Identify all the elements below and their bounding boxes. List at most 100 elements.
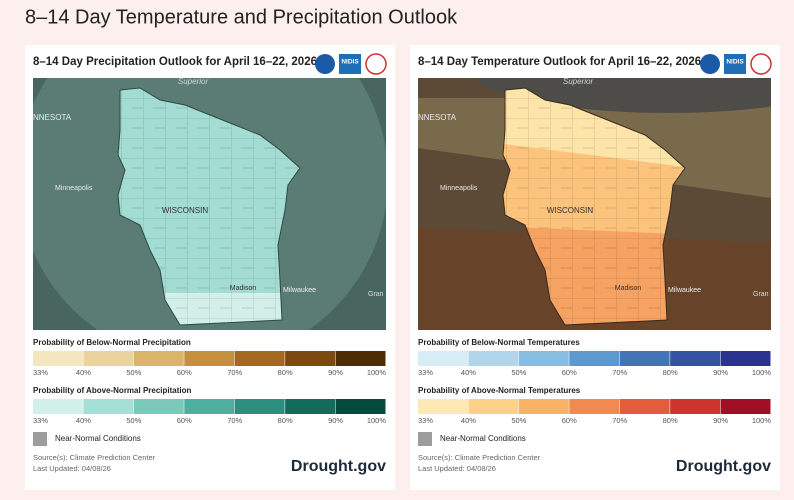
legend-swatch (83, 399, 134, 414)
legend-label: 40% (76, 368, 91, 377)
brand: Drought.gov (676, 458, 771, 475)
legend-swatch (133, 399, 184, 414)
logo-text: NIDIS (341, 59, 359, 66)
panel: Superior NNESOTA Minneapolis WISCONSIN Madis… (410, 45, 780, 490)
legend-swatch (518, 351, 569, 366)
legend-label: 33% (33, 368, 48, 377)
legend-title: Probability of Below-Normal Precipitatio… (33, 338, 191, 347)
legend-swatch (335, 351, 386, 366)
updated: Last Updated: 04/08/26 (418, 464, 496, 473)
panel-title: 8–14 Day Precipitation Outlook for April… (33, 56, 317, 68)
legend-title: Probability of Above-Normal Precipitatio… (33, 386, 192, 395)
legend-swatch (619, 399, 670, 414)
map-label: Superior (178, 77, 209, 86)
legend-swatch (285, 351, 336, 366)
legend-label: 100% (367, 416, 387, 425)
legend-label: 70% (612, 416, 627, 425)
legend-swatch (33, 399, 83, 414)
legend-label: 80% (278, 416, 293, 425)
legend-swatch (33, 351, 83, 366)
logo (724, 54, 746, 74)
legend-swatch (468, 351, 519, 366)
updated: Last Updated: 04/08/26 (33, 464, 111, 473)
map-label: Madison (615, 285, 642, 292)
map-label: WISCONSIN (162, 206, 208, 215)
legend-swatch (468, 399, 519, 414)
legend-label: 50% (511, 368, 526, 377)
panel: Superior NNESOTA Minneapolis WISCONSIN Madis… (25, 45, 395, 490)
map-label: Minneapolis (440, 185, 478, 192)
source: Source(s): Climate Prediction Center (418, 453, 541, 462)
legend-swatch (184, 351, 235, 366)
logo (315, 54, 335, 74)
map-label: Milwaukee (283, 287, 316, 294)
legend-label: 33% (33, 416, 48, 425)
map-label: NNESOTA (33, 113, 72, 122)
legend-label: 60% (177, 416, 192, 425)
legend-swatch (569, 399, 620, 414)
legend-swatch (184, 399, 235, 414)
legend-swatch (418, 351, 468, 366)
legend-label: 50% (126, 368, 141, 377)
legend-label: 40% (76, 416, 91, 425)
logo (700, 54, 720, 74)
legend-swatch (133, 351, 184, 366)
legend-label: 40% (461, 368, 476, 377)
map-label: NNESOTA (418, 113, 457, 122)
legend-title: Probability of Above-Normal Temperatures (418, 386, 581, 395)
legend-swatch (83, 351, 134, 366)
legend-swatch (518, 399, 569, 414)
legend-swatch (335, 399, 386, 414)
legend-label: 90% (328, 368, 343, 377)
legend-label: 80% (663, 416, 678, 425)
legend-label: 90% (713, 416, 728, 425)
legend-swatch (720, 399, 771, 414)
map: Superior NNESOTA Minneapolis WISCONSIN Madis… (33, 77, 386, 330)
legend-label: 70% (227, 416, 242, 425)
logo-text: NIDIS (726, 59, 744, 66)
near-normal-swatch (418, 432, 432, 446)
legend-swatch (720, 351, 771, 366)
legend-swatch (670, 399, 721, 414)
legend-label: 33% (418, 368, 433, 377)
legend-label: 60% (177, 368, 192, 377)
legend-label: 100% (752, 368, 772, 377)
panel-title: 8–14 Day Temperature Outlook for April 1… (418, 56, 701, 68)
legend-label: 100% (752, 416, 772, 425)
legend-label: 90% (713, 368, 728, 377)
map-label: Gran (753, 291, 769, 298)
map-label: WISCONSIN (547, 206, 593, 215)
source: Source(s): Climate Prediction Center (33, 453, 156, 462)
near-normal-label: Near-Normal Conditions (55, 434, 141, 443)
zone (473, 78, 771, 113)
legend-label: 40% (461, 416, 476, 425)
legend-label: 100% (367, 368, 387, 377)
logo (339, 54, 361, 74)
legend-title: Probability of Below-Normal Temperatures (418, 338, 580, 347)
map-label: Madison (230, 285, 257, 292)
legend-label: 80% (278, 368, 293, 377)
legend-label: 70% (612, 368, 627, 377)
legend-swatch (234, 351, 285, 366)
near-normal-swatch (33, 432, 47, 446)
logo (750, 53, 772, 75)
map-label: Gran (368, 291, 384, 298)
map-label: Milwaukee (668, 287, 701, 294)
legend-swatch (234, 399, 285, 414)
legend-label: 50% (511, 416, 526, 425)
legend-swatch (670, 351, 721, 366)
legend-label: 70% (227, 368, 242, 377)
page-title: 8–14 Day Temperature and Precipitation O… (25, 6, 458, 28)
legend-label: 33% (418, 416, 433, 425)
map-label: Superior (563, 77, 594, 86)
legend-label: 60% (562, 368, 577, 377)
legend-label: 90% (328, 416, 343, 425)
map-label: Minneapolis (55, 185, 93, 192)
logo (365, 53, 387, 75)
brand: Drought.gov (291, 458, 386, 475)
legend-swatch (569, 351, 620, 366)
map: Superior NNESOTA Minneapolis WISCONSIN Madis… (418, 77, 771, 330)
legend-label: 80% (663, 368, 678, 377)
legend-label: 50% (126, 416, 141, 425)
